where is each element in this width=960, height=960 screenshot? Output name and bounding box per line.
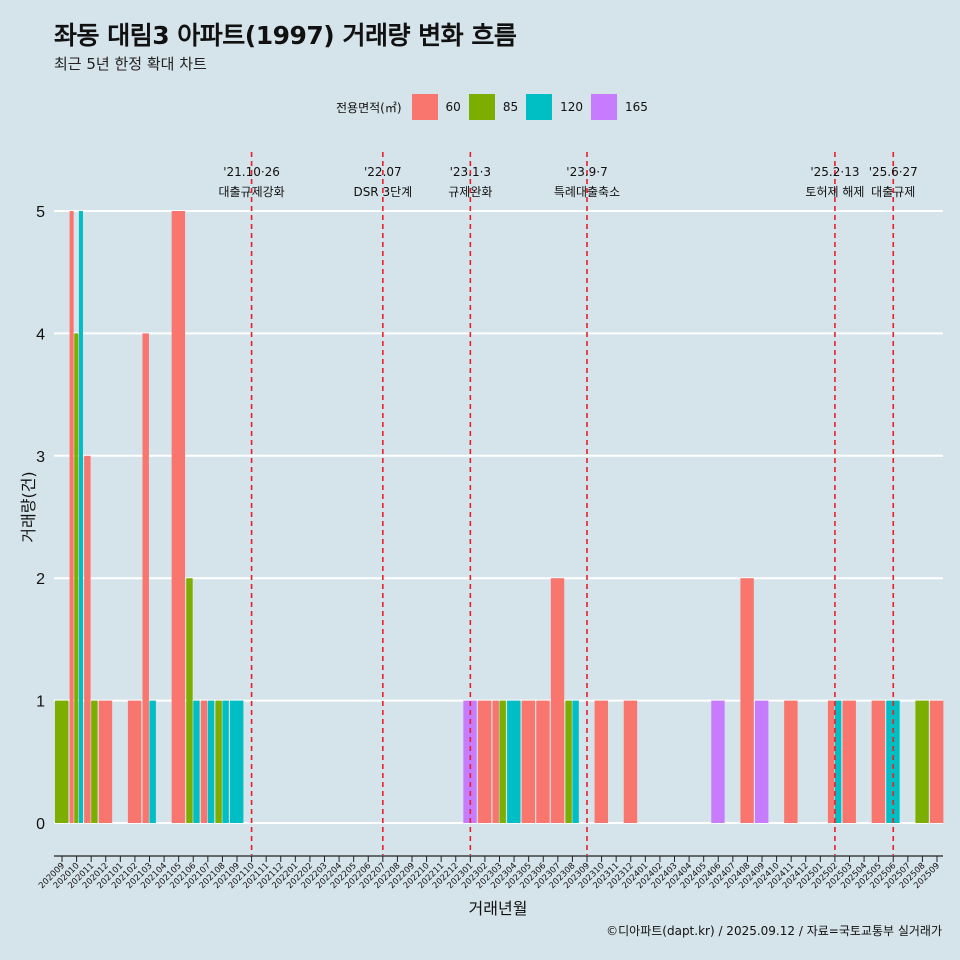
chart-subtitle: 최근 5년 한정 확대 차트 bbox=[54, 55, 207, 73]
y-tick-label-1: 1 bbox=[36, 694, 45, 711]
annotation-label-2: 규제완화 bbox=[448, 185, 492, 199]
legend-item-85: 85 bbox=[468, 94, 519, 120]
y-tick-label-0: 0 bbox=[36, 816, 45, 833]
bar-85-202303 bbox=[499, 700, 506, 823]
annotation-date-2: '23.1·3 bbox=[450, 165, 491, 179]
bar-60-202011 bbox=[84, 455, 91, 823]
bar-120-202010 bbox=[78, 211, 83, 823]
bar-165-202409 bbox=[755, 700, 769, 823]
bar-165-202406 bbox=[711, 700, 725, 823]
bar-60-202107 bbox=[200, 700, 208, 823]
bar-60-202303 bbox=[492, 700, 499, 823]
bar-85-202010 bbox=[74, 333, 79, 823]
bar-120-202107 bbox=[207, 700, 215, 823]
annotation-label-4: 토허제 해제 bbox=[805, 185, 864, 199]
bar-85-202009 bbox=[55, 700, 69, 823]
legend-item-60: 60 bbox=[411, 94, 461, 120]
y-tick-label-2: 2 bbox=[36, 571, 45, 588]
bar-120-202103 bbox=[149, 700, 156, 823]
legend-swatch-60 bbox=[411, 94, 438, 120]
bar-60-202505 bbox=[871, 700, 886, 823]
bar-60-202503 bbox=[842, 700, 856, 823]
legend-label-60: 60 bbox=[445, 100, 461, 114]
annotation-date-1: '22.07 bbox=[364, 165, 402, 179]
bar-60-202010 bbox=[69, 211, 74, 823]
legend-title: 전용면적(㎡) bbox=[336, 100, 402, 115]
bar-60-202502 bbox=[827, 700, 835, 823]
bar-120-202506 bbox=[886, 700, 900, 823]
legend-item-120: 120 bbox=[526, 94, 583, 120]
legend-label-120: 120 bbox=[560, 100, 583, 114]
annotation-date-4: '25.2·13 bbox=[810, 165, 859, 179]
source-caption: ©디아파트(dapt.kr) / 2025.09.12 / 자료=국토교통부 실… bbox=[606, 924, 942, 938]
bar-60-202411 bbox=[784, 700, 798, 823]
bar-85-202108 bbox=[215, 700, 222, 823]
legend-label-165: 165 bbox=[625, 100, 648, 114]
y-axis-title: 거래량(건) bbox=[19, 471, 38, 542]
annotation-date-5: '25.6·27 bbox=[869, 165, 918, 179]
bar-60-202307 bbox=[550, 578, 565, 823]
bar-120-202308 bbox=[572, 700, 579, 823]
annotation-label-1: DSR 3단계 bbox=[353, 185, 412, 199]
annotation-date-0: '21.10·26 bbox=[223, 165, 280, 179]
bar-60-202105 bbox=[171, 211, 186, 823]
bar-85-202508 bbox=[915, 700, 929, 823]
bar-85-202308 bbox=[565, 700, 572, 823]
bar-85-202011 bbox=[91, 700, 98, 823]
legend-label-85: 85 bbox=[502, 100, 519, 114]
y-tick-label-5: 5 bbox=[36, 204, 45, 221]
legend-swatch-120 bbox=[526, 94, 553, 120]
bar-120-202304 bbox=[507, 700, 521, 823]
bar-85-202106 bbox=[186, 578, 193, 823]
annotation-label-5: 대출규제 bbox=[871, 185, 915, 199]
bar-60-202509 bbox=[930, 700, 944, 823]
bar-120-202502 bbox=[834, 700, 842, 823]
legend-swatch-85 bbox=[468, 94, 495, 120]
bar-60-202408 bbox=[740, 578, 754, 823]
bar-60-202302 bbox=[477, 700, 492, 823]
bar-120-202108 bbox=[222, 700, 229, 823]
legend: 전용면적(㎡) 60 85 120 165 bbox=[336, 93, 656, 121]
bar-165-202301 bbox=[463, 700, 477, 823]
bar-60-202102 bbox=[127, 700, 142, 823]
legend-swatch-165 bbox=[591, 94, 617, 120]
chart-title: 좌동 대림3 아파트(1997) 거래량 변화 흐름 bbox=[54, 21, 517, 50]
bar-60-202310 bbox=[594, 700, 608, 823]
bar-60-202312 bbox=[623, 700, 638, 823]
bar-60-202306 bbox=[536, 700, 550, 823]
bar-60-202103 bbox=[142, 333, 149, 823]
y-tick-label-3: 3 bbox=[36, 449, 45, 466]
bar-120-202106 bbox=[193, 700, 200, 823]
legend-item-165: 165 bbox=[591, 94, 648, 120]
bar-120-202109 bbox=[230, 700, 244, 823]
bar-60-202012 bbox=[98, 700, 113, 823]
bar-60-202305 bbox=[521, 700, 536, 823]
y-tick-label-4: 4 bbox=[36, 326, 45, 343]
annotation-label-0: 대출규제강화 bbox=[218, 185, 284, 199]
annotation-label-3: 특례대출축소 bbox=[554, 185, 620, 199]
annotation-date-3: '23.9·7 bbox=[566, 165, 607, 179]
x-axis-title: 거래년월 bbox=[469, 899, 528, 918]
